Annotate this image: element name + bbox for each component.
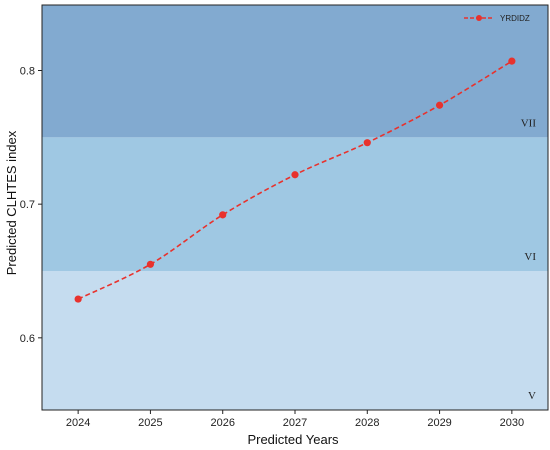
x-axis-title: Predicted Years — [247, 432, 339, 447]
data-point — [291, 171, 299, 179]
data-point — [435, 101, 444, 109]
data-point — [146, 260, 155, 268]
x-tick-label: 2030 — [500, 417, 524, 429]
band-vi — [42, 137, 548, 271]
classification-bands: V VI VII — [42, 5, 548, 410]
y-tick-label: 0.6 — [20, 333, 35, 345]
data-point — [74, 295, 82, 303]
x-tick-label: 2024 — [66, 417, 90, 429]
data-point — [363, 139, 371, 147]
x-tick-label: 2029 — [427, 417, 451, 429]
x-tick-label: 2028 — [355, 417, 379, 429]
data-point — [508, 57, 516, 65]
legend-label: YRDIDZ — [500, 14, 530, 23]
axes: 2024 2025 2026 2027 2028 2029 2030 0.6 0.7 0.8 — [20, 4, 549, 429]
y-axis-title: Predicted CLHTES index — [4, 130, 19, 275]
band-label: VI — [524, 251, 536, 263]
band-label: V — [528, 390, 536, 402]
x-tick-label: 2025 — [138, 417, 162, 429]
series-layer — [74, 57, 516, 303]
legend: YRDIDZ — [464, 14, 530, 23]
band-vii — [42, 5, 548, 138]
x-tick-label: 2026 — [210, 417, 234, 429]
band-v — [42, 270, 548, 410]
legend-marker-swatch — [476, 15, 482, 21]
y-tick-label: 0.7 — [20, 199, 35, 211]
y-tick-label: 0.8 — [20, 65, 35, 77]
x-tick-label: 2027 — [283, 417, 307, 429]
band-label: VII — [521, 117, 537, 129]
data-point — [219, 211, 227, 219]
